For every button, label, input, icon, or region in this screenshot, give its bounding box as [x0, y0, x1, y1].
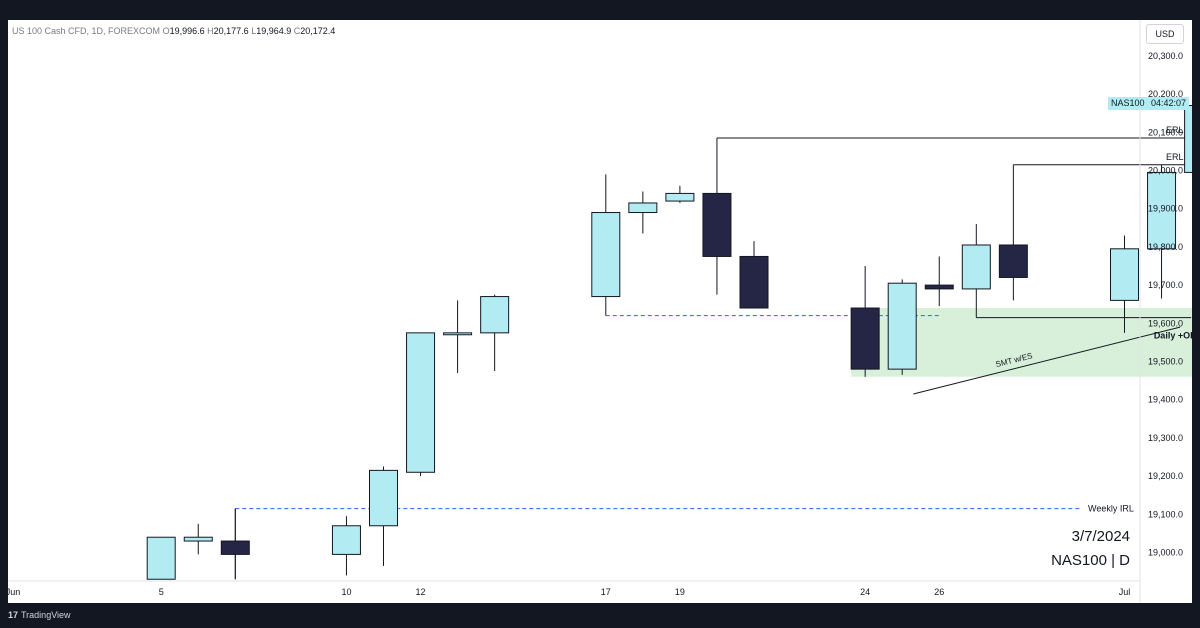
candle-body — [1110, 248, 1139, 301]
candle-body — [1184, 105, 1192, 173]
time-tick-label: 19 — [675, 587, 685, 597]
tradingview-icon: 17 — [8, 610, 19, 620]
candle-body — [591, 212, 621, 298]
close-value: 20,172.4 — [300, 26, 336, 36]
time-tick-label: 17 — [601, 587, 611, 597]
candle-body — [480, 296, 510, 334]
watermark-date: 3/7/2024 — [1071, 528, 1130, 545]
tradingview-brand: TradingView — [21, 610, 71, 620]
candle-body — [702, 192, 732, 257]
time-tick-label: Jul — [1119, 587, 1131, 597]
close-label: C — [293, 26, 301, 36]
price-tick-label: 20,100.0 — [1148, 127, 1183, 137]
price-tick-label: 20,200.0 — [1148, 89, 1183, 99]
time-tick-label: Jun — [8, 587, 20, 597]
last-price-symbol-badge: NAS100 — [1108, 97, 1148, 110]
time-tick-label: 10 — [341, 587, 351, 597]
price-tick-label: 19,600.0 — [1148, 318, 1183, 328]
high-value: 20,177.6 — [213, 26, 249, 36]
smt-line — [913, 326, 1181, 395]
high-label: H — [207, 26, 214, 36]
candle-body — [850, 307, 880, 370]
candle-body — [443, 332, 473, 336]
price-tick-label: 19,100.0 — [1148, 509, 1183, 519]
candle-body — [369, 469, 398, 527]
candle-body — [220, 540, 250, 555]
candle-body — [998, 244, 1028, 278]
candle-body — [183, 536, 213, 542]
price-tick-label: 19,300.0 — [1148, 433, 1183, 443]
candle-body — [665, 192, 695, 202]
price-tick-label: 19,400.0 — [1148, 395, 1183, 405]
time-tick-label: 24 — [860, 587, 870, 597]
watermark-symbol: NAS100 | D — [1051, 552, 1130, 569]
time-tick-label: 5 — [159, 587, 164, 597]
open-label: O — [162, 26, 170, 36]
weekly-irl-label: Weekly IRL — [1088, 504, 1134, 514]
price-tick-label: 20,000.0 — [1148, 166, 1183, 176]
low-value: 19,964.9 — [256, 26, 292, 36]
footer-bar: 17 TradingView — [0, 603, 1200, 628]
price-tick-label: 19,700.0 — [1148, 280, 1183, 290]
price-tick-label: 19,800.0 — [1148, 242, 1183, 252]
low-label: L — [251, 26, 257, 36]
candle-body — [406, 332, 436, 473]
open-value: 19,996.6 — [169, 26, 205, 36]
bar-countdown-badge: 04:42:07 — [1148, 97, 1190, 110]
candle-body — [331, 525, 361, 555]
price-tick-label: 20,300.0 — [1148, 51, 1183, 61]
symbol-name: US 100 Cash CFD, 1D, FOREXCOM — [12, 26, 161, 36]
tradingview-logo[interactable]: 17 TradingView — [8, 610, 71, 620]
daily-ob-label: Daily +OB — [1154, 331, 1192, 341]
time-tick-label: 12 — [416, 587, 426, 597]
erl-low-label: ERL — [1166, 152, 1184, 162]
price-tick-label: 19,500.0 — [1148, 357, 1183, 367]
candle-body — [739, 255, 769, 309]
candle-body — [628, 202, 658, 214]
candle-body — [961, 244, 991, 290]
price-tick-label: 19,900.0 — [1148, 204, 1183, 214]
erl-high-label: ERL — [1166, 125, 1184, 135]
symbol-header: US 100 Cash CFD, 1D, FOREXCOM O19,996.6 … — [12, 26, 335, 36]
price-tick-label: 19,000.0 — [1148, 548, 1183, 558]
currency-button[interactable]: USD — [1146, 24, 1184, 44]
price-tick-label: 19,200.0 — [1148, 471, 1183, 481]
candle-body — [146, 536, 176, 580]
candle-body — [924, 284, 954, 290]
candle-body — [1147, 171, 1177, 250]
time-tick-label: 26 — [934, 587, 944, 597]
candle-body — [887, 282, 917, 370]
chart-area[interactable]: Weekly IRLERLERLxDaily +OBSMT w/ES 19,00… — [8, 20, 1192, 603]
candlestick-chart[interactable]: Weekly IRLERLERLxDaily +OBSMT w/ES 19,00… — [8, 20, 1192, 603]
